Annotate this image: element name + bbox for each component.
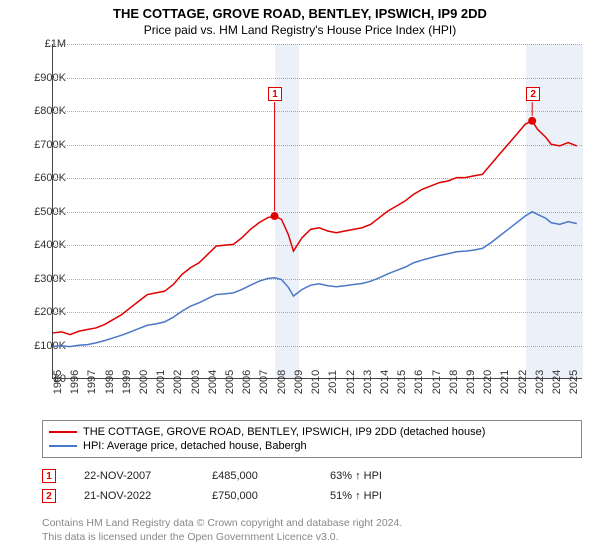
series-line bbox=[53, 121, 577, 335]
x-axis-label: 1996 bbox=[69, 370, 81, 394]
x-axis-label: 2014 bbox=[379, 370, 391, 394]
series-line bbox=[53, 212, 577, 347]
x-axis-label: 2004 bbox=[207, 370, 219, 394]
x-axis-label: 2018 bbox=[448, 370, 460, 394]
sale-pct: 51% ↑ HPI bbox=[330, 490, 430, 502]
x-axis-label: 1997 bbox=[86, 370, 98, 394]
sale-date: 22-NOV-2007 bbox=[84, 470, 184, 482]
x-axis-label: 2011 bbox=[327, 370, 339, 394]
x-axis-label: 2009 bbox=[293, 370, 305, 394]
legend: THE COTTAGE, GROVE ROAD, BENTLEY, IPSWIC… bbox=[42, 420, 582, 458]
x-axis-label: 2025 bbox=[568, 370, 580, 394]
sale-date: 21-NOV-2022 bbox=[84, 490, 184, 502]
x-axis-label: 2012 bbox=[345, 370, 357, 394]
x-axis-label: 2016 bbox=[413, 370, 425, 394]
x-axis-label: 1995 bbox=[52, 370, 64, 394]
x-axis-label: 2001 bbox=[155, 370, 167, 394]
x-axis-label: 2006 bbox=[241, 370, 253, 394]
footer-line: Contains HM Land Registry data © Crown c… bbox=[42, 516, 402, 530]
x-axis-label: 2007 bbox=[258, 370, 270, 394]
sale-index: 2 bbox=[42, 489, 56, 503]
sale-index: 1 bbox=[42, 469, 56, 483]
x-axis-label: 2008 bbox=[276, 370, 288, 394]
sale-price: £750,000 bbox=[212, 490, 302, 502]
x-axis-label: 2010 bbox=[310, 370, 322, 394]
footer-line: This data is licensed under the Open Gov… bbox=[42, 530, 402, 544]
legend-swatch bbox=[49, 431, 77, 433]
legend-label: THE COTTAGE, GROVE ROAD, BENTLEY, IPSWIC… bbox=[83, 426, 485, 438]
sale-marker-label: 2 bbox=[526, 87, 540, 101]
x-axis-label: 2000 bbox=[138, 370, 150, 394]
sale-row: 1 22-NOV-2007 £485,000 63% ↑ HPI bbox=[42, 466, 430, 486]
chart-title: THE COTTAGE, GROVE ROAD, BENTLEY, IPSWIC… bbox=[0, 0, 600, 21]
sales-table: 1 22-NOV-2007 £485,000 63% ↑ HPI 2 21-NOV-202… bbox=[42, 466, 430, 506]
x-axis-label: 2022 bbox=[517, 370, 529, 394]
x-axis-label: 2021 bbox=[499, 370, 511, 394]
x-axis-label: 1998 bbox=[104, 370, 116, 394]
legend-row: HPI: Average price, detached house, Babe… bbox=[49, 439, 575, 453]
sale-row: 2 21-NOV-2022 £750,000 51% ↑ HPI bbox=[42, 486, 430, 506]
x-axis-label: 2020 bbox=[482, 370, 494, 394]
x-axis-label: 2024 bbox=[551, 370, 563, 394]
sale-price: £485,000 bbox=[212, 470, 302, 482]
x-axis-label: 1999 bbox=[121, 370, 133, 394]
sale-pct: 63% ↑ HPI bbox=[330, 470, 430, 482]
legend-label: HPI: Average price, detached house, Babe… bbox=[83, 440, 307, 452]
sale-marker-dot bbox=[271, 212, 279, 220]
sale-marker-label: 1 bbox=[268, 87, 282, 101]
chart-container: THE COTTAGE, GROVE ROAD, BENTLEY, IPSWIC… bbox=[0, 0, 600, 560]
x-axis-label: 2003 bbox=[190, 370, 202, 394]
plot-area: 12 bbox=[52, 44, 582, 379]
legend-row: THE COTTAGE, GROVE ROAD, BENTLEY, IPSWIC… bbox=[49, 425, 575, 439]
x-axis-label: 2002 bbox=[172, 370, 184, 394]
x-axis-label: 2019 bbox=[465, 370, 477, 394]
chart-subtitle: Price paid vs. HM Land Registry's House … bbox=[0, 21, 600, 41]
line-plot bbox=[53, 44, 582, 378]
x-axis-label: 2013 bbox=[362, 370, 374, 394]
sale-marker-dot bbox=[528, 117, 536, 125]
x-axis-label: 2005 bbox=[224, 370, 236, 394]
legend-swatch bbox=[49, 445, 77, 447]
x-axis-label: 2023 bbox=[534, 370, 546, 394]
attribution-footer: Contains HM Land Registry data © Crown c… bbox=[42, 516, 402, 544]
x-axis-label: 2015 bbox=[396, 370, 408, 394]
x-axis-label: 2017 bbox=[431, 370, 443, 394]
